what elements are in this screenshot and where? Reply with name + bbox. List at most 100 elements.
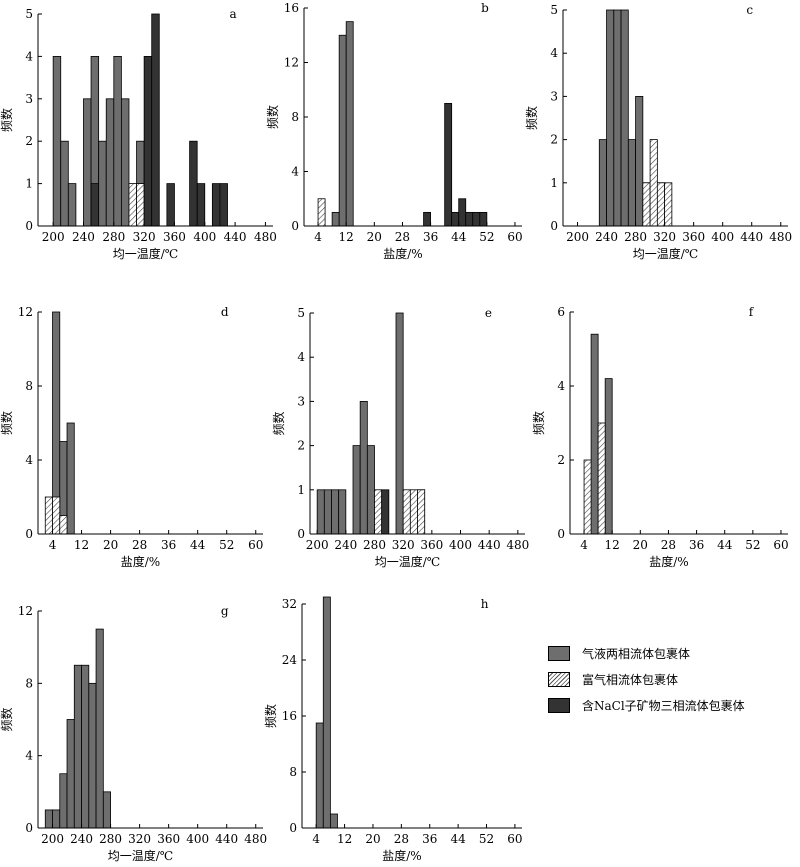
bar-c-two_phase-250: [613, 9, 622, 227]
x-tick-label-a-400: 400: [193, 230, 216, 244]
y-tick-label-a-0: 0: [25, 219, 33, 233]
y-tick-label-d-12: 12: [18, 305, 33, 319]
bar-g-two_phase-190: [44, 809, 53, 829]
x-tick-label-g-320: 320: [128, 832, 151, 846]
bar-h-two_phase-8: [329, 813, 338, 829]
y-tick-label-e-0: 0: [297, 527, 305, 541]
x-tick-label-d-4: 4: [49, 538, 57, 552]
x-tick-label-a-320: 320: [133, 230, 156, 244]
x-tick-label-d-44: 44: [190, 538, 206, 552]
bar-b-two_phase-10: [338, 34, 347, 227]
x-axis-title-e: 均一温度/℃: [375, 554, 440, 569]
y-tick-label-c-1: 1: [550, 176, 558, 190]
x-tick-label-e-320: 320: [392, 538, 415, 552]
bar-b-two_phase-8: [331, 211, 340, 227]
y-axis-title-c: 频数: [524, 106, 539, 130]
bar-b-nacl-34: [423, 211, 431, 227]
bar-b-gas_rich-4: [317, 198, 326, 227]
bar-b-nacl-42: [451, 211, 460, 227]
legend-label-nacl: 含NaCl子矿物三相流体包裹体: [582, 698, 745, 713]
bar-b-two_phase-12: [345, 21, 354, 227]
bar-e-gas_rich-320: [402, 489, 411, 535]
panel-label-h: h: [481, 597, 489, 611]
legend-item-gas-rich: 富气相流体包裹体: [548, 666, 798, 692]
bar-a-two_phase-240: [83, 98, 92, 227]
x-tick-label-g-400: 400: [186, 832, 209, 846]
x-tick-label-b-4: 4: [314, 230, 322, 244]
panel-label-a: a: [229, 7, 236, 21]
x-tick-label-g-480: 480: [244, 832, 267, 846]
bar-g-two_phase-240: [81, 664, 90, 829]
y-tick-label-h-8: 8: [289, 765, 297, 779]
y-tick-label-c-3: 3: [550, 89, 558, 103]
x-tick-label-a-240: 240: [72, 230, 95, 244]
y-tick-label-f-0: 0: [557, 527, 565, 541]
bar-e-gas_rich-330: [409, 489, 418, 535]
x-tick-label-c-240: 240: [595, 230, 618, 244]
y-tick-label-g-4: 4: [25, 749, 33, 763]
bar-a-nacl-350: [166, 183, 175, 227]
x-tick-label-a-360: 360: [163, 230, 186, 244]
bar-b-nacl-50: [479, 211, 488, 227]
x-tick-label-a-440: 440: [224, 230, 247, 244]
x-tick-label-h-28: 28: [394, 832, 409, 846]
x-tick-label-h-12: 12: [337, 832, 352, 846]
bar-h-two_phase-6: [322, 596, 331, 829]
y-axis-title-e: 频数: [271, 411, 286, 435]
panel-label-c: c: [746, 3, 753, 17]
x-tick-label-b-20: 20: [367, 230, 382, 244]
legend-swatch-gas-rich: [548, 671, 570, 687]
legend-swatch-two-phase: [548, 645, 570, 661]
y-tick-label-f-2: 2: [557, 453, 565, 467]
x-axis-title-f: 盐度/%: [649, 554, 688, 569]
bar-e-gas_rich-280: [374, 489, 383, 535]
bar-e-two_phase-250: [352, 445, 361, 535]
x-tick-label-d-60: 60: [248, 538, 263, 552]
bar-f-two_phase-10: [604, 378, 613, 535]
x-tick-label-b-60: 60: [507, 230, 522, 244]
x-tick-label-g-240: 240: [70, 832, 93, 846]
x-tick-label-a-480: 480: [254, 230, 277, 244]
y-tick-label-h-0: 0: [289, 821, 297, 835]
panel-d: 4 12 20 28 36 44 52 60 0 4 8 12 盐度/% 频数 d: [0, 305, 263, 569]
x-tick-label-h-20: 20: [365, 832, 380, 846]
bar-a-nacl-420: [219, 183, 228, 227]
bar-a-nacl-380: [189, 140, 198, 227]
y-tick-label-a-3: 3: [25, 92, 33, 106]
legend-label-gas-rich: 富气相流体包裹体: [582, 672, 679, 687]
x-tick-label-e-400: 400: [449, 538, 472, 552]
bar-c-gas_rich-320: [664, 182, 673, 227]
bar-e-two_phase-200: [316, 489, 325, 535]
panel-label-b: b: [481, 1, 489, 15]
x-tick-label-b-36: 36: [423, 230, 438, 244]
panel-label-e: e: [485, 306, 492, 320]
x-tick-label-c-440: 440: [740, 230, 763, 244]
bar-g-two_phase-230: [73, 664, 82, 829]
bar-c-two_phase-260: [620, 9, 629, 227]
x-tick-label-g-200: 200: [41, 832, 64, 846]
y-axis-title-f: 频数: [531, 411, 546, 435]
panel-label-d: d: [221, 305, 229, 319]
y-tick-label-b-8: 8: [291, 110, 299, 124]
bar-a-gas_rich-300: [128, 183, 137, 227]
x-axis-title-h: 盐度/%: [382, 848, 421, 863]
y-tick-label-g-0: 0: [25, 821, 33, 835]
y-tick-label-a-5: 5: [25, 7, 33, 21]
bar-a-two_phase-290: [120, 98, 130, 227]
bar-a-nacl-410: [211, 183, 221, 227]
y-tick-label-d-4: 4: [25, 453, 33, 467]
legend-swatch-nacl: [548, 697, 570, 713]
y-tick-label-e-4: 4: [297, 350, 305, 364]
bar-a-nacl-390: [196, 183, 206, 227]
x-axis-title-d: 盐度/%: [121, 554, 160, 569]
bar-g-two_phase-200: [52, 809, 61, 829]
bar-a-nacl-330: [151, 13, 160, 227]
y-tick-label-d-0: 0: [25, 527, 33, 541]
x-tick-label-f-52: 52: [745, 538, 760, 552]
legend-item-two-phase: 气液两相流体包裹体: [548, 640, 798, 666]
y-tick-label-h-32: 32: [282, 597, 297, 611]
y-axis-title-d: 频数: [0, 411, 14, 435]
x-tick-label-b-52: 52: [479, 230, 494, 244]
bar-a-two_phase-220: [67, 183, 77, 227]
bar-c-two_phase-270: [627, 139, 636, 227]
